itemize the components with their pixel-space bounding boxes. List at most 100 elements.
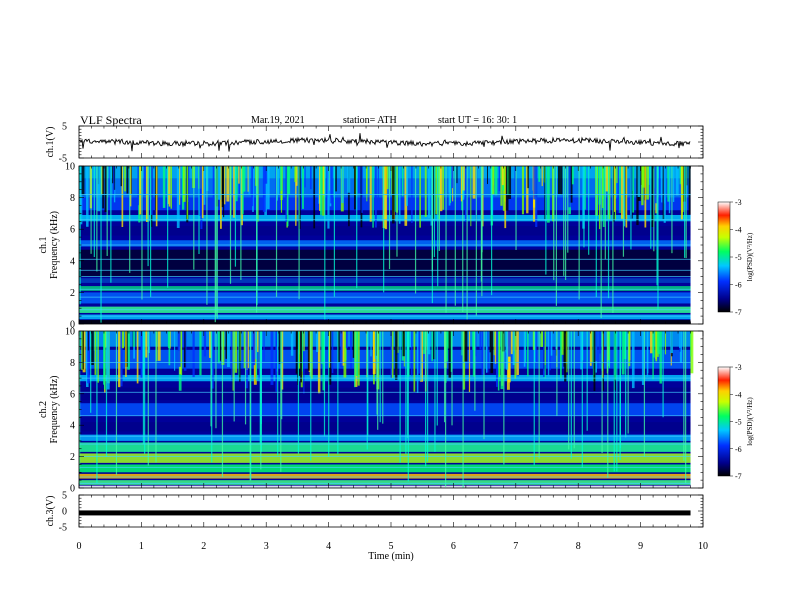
spectrogram-column (651, 166, 655, 227)
sferic-streak (106, 166, 108, 256)
spectrogram-column (81, 166, 85, 196)
spectrogram-band (79, 453, 691, 463)
spectrogram-column (149, 166, 153, 215)
spectrogram-column (461, 331, 463, 356)
spectrogram-band (79, 403, 691, 416)
spectrogram-column (257, 166, 259, 222)
sferic-streak (333, 166, 336, 297)
spectrogram-column (223, 166, 225, 218)
sferic-streak (462, 166, 464, 313)
spectrogram-column (320, 166, 323, 215)
spectrogram-column (97, 166, 101, 212)
spectrogram-column (143, 166, 147, 196)
spectrogram-column (423, 331, 426, 354)
sferic-streak (570, 331, 572, 459)
sferic-streak (573, 331, 575, 449)
spectrogram-column (263, 331, 265, 362)
spectrogram-column (147, 331, 150, 353)
sferic-streak (240, 166, 242, 280)
sferic-streak (328, 331, 330, 457)
spectrogram-column (297, 331, 299, 385)
spectrogram-column (420, 331, 422, 381)
sferic-streak (376, 331, 378, 415)
spectrogram-column (327, 166, 330, 229)
spectrogram-column (297, 331, 301, 369)
spectrogram-band (79, 278, 691, 283)
spectrogram-column (589, 331, 592, 366)
sferic-streak (653, 166, 655, 252)
y-tick-label: 6 (70, 225, 75, 236)
spectrogram-column (235, 166, 238, 202)
spectrogram-column (328, 166, 331, 191)
sferic-streak (96, 331, 98, 484)
spectrogram-band (79, 249, 691, 277)
spectrogram-column (411, 331, 413, 376)
sferic-streak (657, 166, 659, 310)
spectrogram-column (355, 331, 359, 377)
spectrogram-column (595, 331, 598, 362)
spectrogram-column (233, 166, 235, 218)
sferic-streak (437, 166, 439, 287)
spectrogram-column (504, 166, 507, 229)
y-tick-label: 4 (70, 256, 75, 267)
spectrogram-column (226, 166, 230, 202)
ch1-waveform-line (78, 133, 691, 152)
spectrogram-column (90, 331, 94, 366)
spectrogram-column (240, 166, 243, 226)
sferic-streak (683, 331, 685, 461)
spectrogram-column (433, 331, 436, 360)
spectrogram-column (500, 166, 503, 206)
spectrogram-column (623, 331, 627, 360)
chart-title: VLF Spectra (80, 113, 142, 127)
spectrogram-column (557, 166, 561, 195)
sferic-streak (425, 331, 427, 467)
spectrogram-column (646, 331, 649, 377)
spectrogram-column (427, 331, 431, 355)
spectrogram-column (221, 166, 224, 202)
spectrogram-column (278, 331, 282, 364)
sferic-streak (147, 331, 149, 466)
spectrogram-column (248, 166, 250, 195)
x-tick-label: 1 (139, 541, 144, 552)
spectrogram-column (497, 331, 500, 391)
spectrogram-band (79, 240, 691, 247)
sferic-streak (607, 166, 610, 299)
sferic-streak (193, 166, 195, 270)
spectrogram-column (295, 166, 297, 226)
spectrogram-column (126, 166, 129, 194)
spectrogram-column (97, 331, 99, 383)
spectrogram-column (435, 166, 438, 215)
spectrogram-column (384, 166, 388, 230)
spectrogram-column (482, 166, 484, 227)
spectrogram-column (628, 331, 631, 367)
station-label: station= ATH (343, 115, 397, 126)
colorbar-tick-label: -5 (735, 418, 742, 427)
y-tick-label: 0 (70, 320, 75, 331)
spectrogram-column (485, 331, 488, 373)
sferic-streak (595, 166, 597, 298)
sferic-streak (256, 166, 258, 313)
sferic-streak (356, 166, 358, 289)
spectrogram-column (301, 331, 303, 372)
spectrogram-column (256, 331, 259, 353)
sferic-streak (583, 166, 585, 248)
sferic-streak (399, 331, 401, 463)
spectrogram-column (550, 331, 553, 356)
spectrogram-column (82, 331, 86, 373)
spectrogram-column (560, 331, 562, 379)
spectrogram-column (224, 166, 226, 205)
sferic-streak (414, 166, 417, 294)
spectrogram-column (510, 331, 513, 355)
spectrogram-column (341, 331, 345, 366)
sferic-streak (79, 331, 81, 470)
spectrogram-column (168, 166, 171, 207)
spectrogram-column (242, 166, 246, 192)
spectrogram-column (675, 166, 679, 196)
spectrogram-column (238, 166, 240, 184)
spectrogram-column (211, 331, 214, 389)
spectrogram-column (571, 166, 574, 185)
spectrogram-column (127, 331, 130, 370)
spectrogram-column (294, 166, 297, 183)
sferic-streak (684, 166, 686, 258)
y-tick-label: 0 (62, 507, 67, 518)
